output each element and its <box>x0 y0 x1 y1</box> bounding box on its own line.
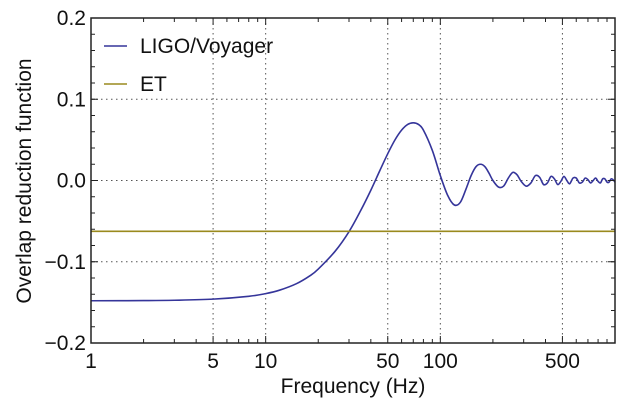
legend-label-et: ET <box>140 73 167 96</box>
y-tick-label: 0.1 <box>57 88 86 111</box>
y-axis-title: Overlap reduction function <box>13 58 36 303</box>
legend: LIGO/Voyager ET <box>104 35 273 96</box>
tick-layer: 1 5 10 50 100 500 −0.2 −0.1 0.0 0.1 0.2 <box>45 7 615 373</box>
y-tick-label: −0.2 <box>45 332 86 355</box>
x-tick-label: 500 <box>545 350 580 373</box>
y-tick-label: −0.1 <box>45 251 86 274</box>
series-layer <box>90 122 616 302</box>
x-axis-title: Frequency (Hz) <box>281 375 426 398</box>
x-tick-label: 10 <box>254 350 277 373</box>
x-tick-label: 1 <box>85 350 97 373</box>
x-tick-label: 100 <box>423 350 458 373</box>
series-line-ligo-voyager <box>90 122 616 302</box>
grid-layer <box>91 18 615 343</box>
y-tick-label: 0.0 <box>57 170 86 193</box>
x-tick-label: 5 <box>207 350 219 373</box>
x-tick-label: 50 <box>376 350 399 373</box>
legend-label-ligo-voyager: LIGO/Voyager <box>140 35 273 58</box>
y-tick-label: 0.2 <box>57 7 86 30</box>
